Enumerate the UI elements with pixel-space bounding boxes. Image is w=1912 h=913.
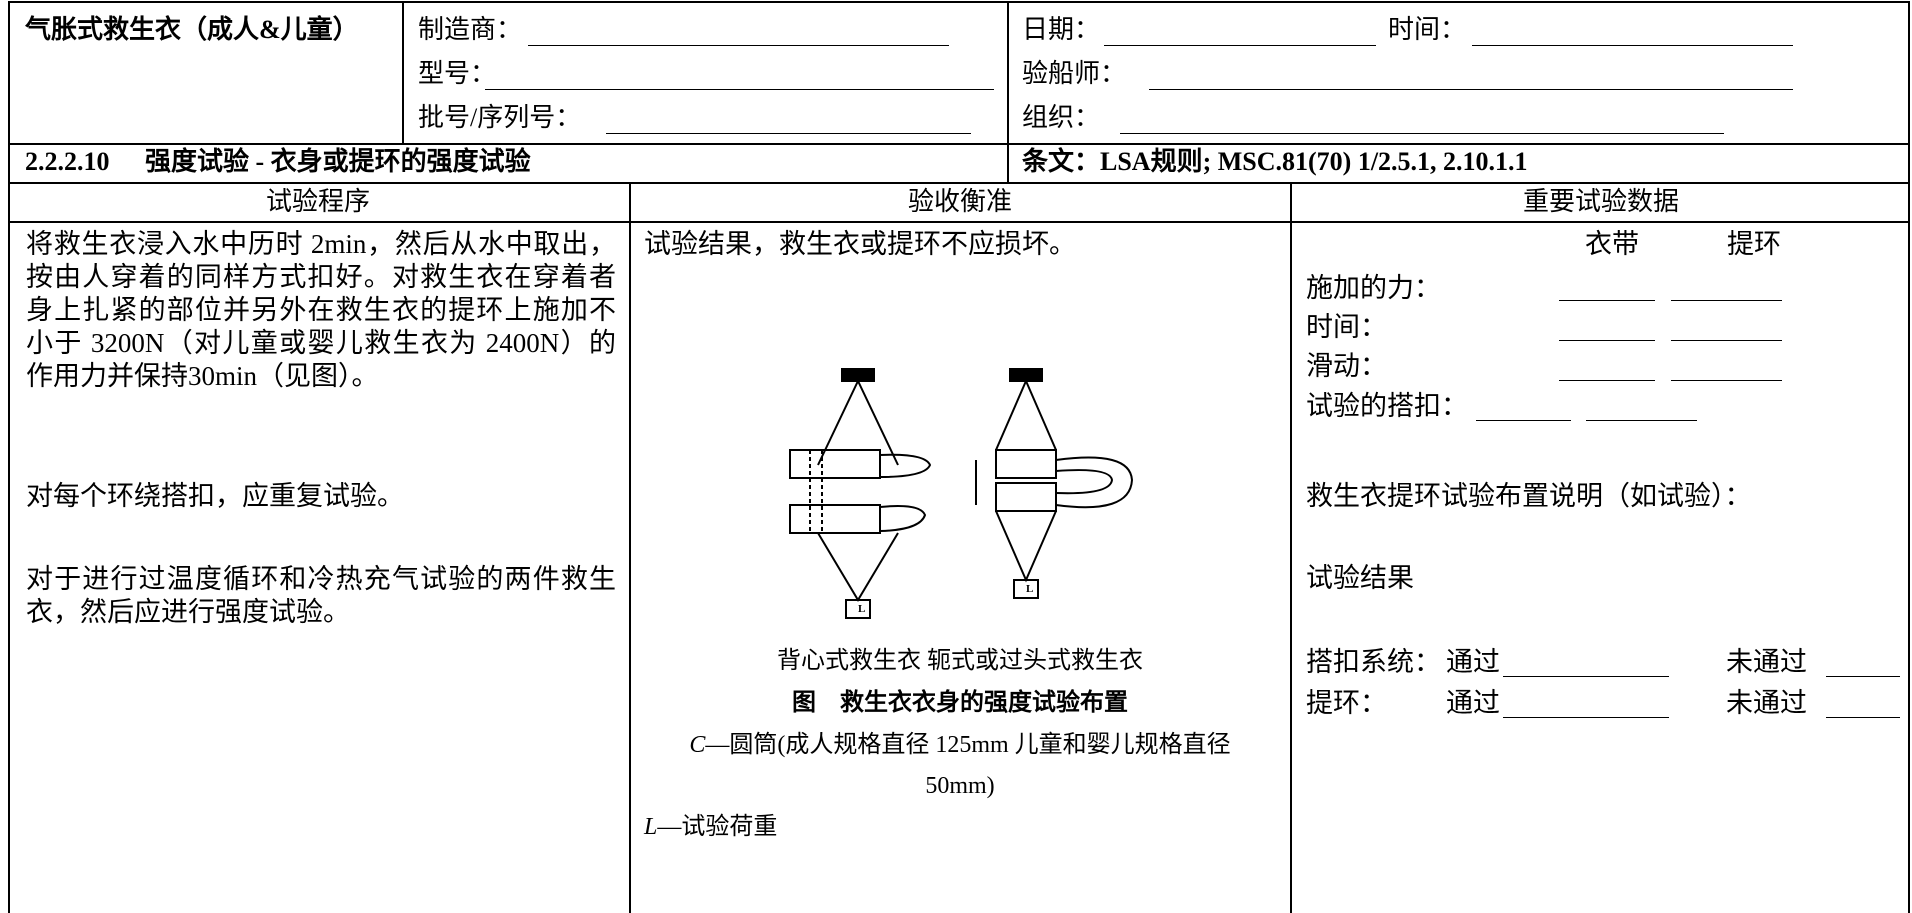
field-label: 制造商： xyxy=(418,15,523,44)
field-label: 组织： xyxy=(1022,103,1101,132)
blank xyxy=(1559,300,1655,301)
result-title: 试验结果 xyxy=(1306,563,1414,593)
field-label: 验船师： xyxy=(1022,59,1127,88)
blank xyxy=(1559,380,1655,381)
figure xyxy=(789,368,1134,619)
legend-text: —试验荷重 xyxy=(657,814,778,840)
blank xyxy=(1476,420,1571,421)
figure-labels: 背心式救生衣 轭式或过头式救生衣 xyxy=(777,648,1143,674)
blank xyxy=(1586,420,1697,421)
column-header: 试验程序 xyxy=(265,187,371,216)
blank xyxy=(1671,300,1782,301)
blank xyxy=(1671,340,1782,341)
field-label: 时间： xyxy=(1388,15,1467,44)
clause: 条文：LSA规则; MSC.81(70) 1/2.5.1, 2.10.1.1 xyxy=(1022,147,1528,176)
column-header: 验收衡准 xyxy=(907,187,1013,216)
pass-label: 通过 xyxy=(1446,688,1500,718)
paragraph: 将救生衣浸入水中历时 2min，然后从水中取出，按由人穿着的同样方式扣好。对救生… xyxy=(26,229,616,391)
field-label: 型号： xyxy=(418,59,497,88)
fail-label: 未通过 xyxy=(1726,647,1807,677)
section-number: 2.2.2.10 xyxy=(25,147,110,176)
legend-item: C—圆筒(成人规格直径 125mm 儿童和婴儿规格直径 50mm) xyxy=(660,725,1260,807)
blank xyxy=(606,133,971,134)
data-row: 施加的力： xyxy=(1306,273,1441,303)
rule xyxy=(8,182,1910,184)
paragraph: 对于进行过温度循环和冷热充气试验的两件救生衣，然后应进行强度试验。 xyxy=(26,564,616,627)
rule xyxy=(8,143,1910,145)
blank xyxy=(1503,676,1669,677)
rule xyxy=(402,1,404,143)
blank xyxy=(1671,380,1782,381)
data-column: 提环 xyxy=(1727,229,1781,259)
pass-label: 通过 xyxy=(1446,647,1500,677)
legend-text: —圆筒(成人规格直径 125mm 儿童和婴儿规格直径 50mm) xyxy=(705,732,1231,799)
blank xyxy=(528,45,949,46)
result-item: 提环： xyxy=(1306,688,1387,718)
rule xyxy=(629,182,631,913)
field-label: 日期： xyxy=(1022,15,1101,44)
legend-item: L—试验荷重 xyxy=(644,812,777,842)
column-header: 重要试验数据 xyxy=(1522,187,1680,216)
section-title: 强度试验 - 衣身或提环的强度试验 xyxy=(145,147,531,176)
blank xyxy=(485,89,994,90)
fail-label: 未通过 xyxy=(1726,688,1807,718)
blank xyxy=(1120,133,1724,134)
blank xyxy=(1503,717,1669,718)
legend-symbol: C xyxy=(689,732,706,758)
field-label: 批号/序列号： xyxy=(418,103,582,132)
rule xyxy=(1908,1,1910,913)
figure-caption: 图 救生衣衣身的强度试验布置 xyxy=(792,690,1128,716)
figure-symbol: L xyxy=(858,603,866,615)
blank xyxy=(1472,45,1793,46)
note: 救生衣提环试验布置说明（如试验）： xyxy=(1306,481,1752,511)
result-item: 搭扣系统： xyxy=(1306,647,1441,677)
legend-symbol: L xyxy=(644,814,658,840)
rule xyxy=(8,221,1910,223)
blank xyxy=(1149,89,1793,90)
paragraph: 对每个环绕搭扣，应重复试验。 xyxy=(26,481,404,511)
figure-symbol: L xyxy=(1026,583,1034,595)
rule xyxy=(8,1,1910,3)
rule xyxy=(8,1,10,913)
blank xyxy=(1826,717,1900,718)
blank xyxy=(1104,45,1376,46)
form-title: 气胀式救生衣（成人&儿童） xyxy=(25,15,359,44)
data-row: 滑动： xyxy=(1306,351,1387,381)
rule xyxy=(1007,1,1009,182)
statement: 试验结果，救生衣或提环不应损坏。 xyxy=(644,229,1076,259)
blank xyxy=(1826,676,1900,677)
data-column: 衣带 xyxy=(1585,229,1639,259)
rule xyxy=(1290,182,1292,913)
data-row: 时间： xyxy=(1306,312,1387,342)
blank xyxy=(1559,340,1655,341)
data-row: 试验的搭扣： xyxy=(1306,391,1468,421)
